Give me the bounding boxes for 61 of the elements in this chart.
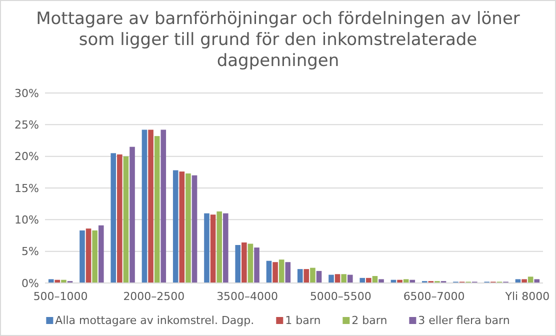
bar	[110, 153, 116, 283]
bar	[210, 214, 216, 283]
bar	[522, 279, 527, 283]
x-tick-label: 6500–7000	[403, 290, 465, 303]
bar	[216, 211, 222, 283]
y-tick-label: 5%	[22, 245, 39, 258]
bar	[347, 274, 353, 283]
bar	[528, 276, 534, 283]
x-tick-label: Yli 8000	[504, 290, 550, 303]
bar	[341, 274, 346, 283]
bar	[272, 262, 278, 283]
bar	[186, 173, 191, 283]
chart-title: Mottagare av barnförhöjningar och fördelningen av löner som ligger till grund för den inkomstrelaterade dagpenningen	[36, 9, 520, 71]
bar	[48, 279, 54, 283]
legend-label: Alla mottagare av inkomstrel. Dagp.	[55, 314, 254, 327]
legend-label: 1 barn	[285, 314, 321, 327]
bar	[266, 260, 272, 283]
x-tick-label: 3500–4000	[216, 290, 278, 303]
bar	[117, 154, 122, 283]
bar	[160, 130, 166, 283]
bar	[285, 262, 291, 283]
y-tick-label: 15%	[14, 182, 39, 195]
bar	[278, 260, 284, 283]
bar	[204, 213, 210, 283]
bar	[80, 230, 85, 283]
y-tick-label: 30%	[14, 86, 39, 100]
bar	[179, 172, 185, 283]
y-tick-label: 10%	[14, 214, 39, 227]
bar	[86, 228, 92, 283]
bar	[242, 242, 247, 283]
x-tick-label: 2000–2500	[123, 290, 185, 303]
bar	[123, 156, 129, 283]
legend-label: 2 barn	[352, 314, 388, 327]
y-tick-label: 20%	[14, 150, 39, 164]
bar	[98, 225, 104, 283]
bar	[360, 278, 366, 283]
bar	[92, 230, 98, 283]
bar	[222, 213, 228, 283]
bar	[304, 269, 310, 283]
legend-label: 3 eller flera barn	[418, 314, 510, 327]
bar	[192, 175, 198, 283]
x-tick-label: 5000–5500	[310, 290, 372, 303]
bar	[328, 274, 334, 283]
bar	[172, 170, 178, 283]
y-tick-label: 25%	[14, 118, 39, 132]
bar	[130, 146, 135, 283]
bar	[534, 279, 540, 283]
y-tick-label: 0%	[22, 276, 39, 290]
bar	[142, 130, 148, 283]
bar	[154, 136, 160, 283]
x-tick-label: 500–1000	[33, 290, 88, 303]
bar	[316, 270, 322, 283]
bar	[148, 130, 154, 283]
bar	[378, 279, 384, 283]
bar	[366, 278, 372, 283]
bar	[235, 245, 241, 283]
bar	[248, 244, 254, 283]
bar	[310, 268, 316, 283]
bar	[254, 248, 260, 283]
bar	[297, 269, 303, 283]
bar	[334, 274, 340, 283]
